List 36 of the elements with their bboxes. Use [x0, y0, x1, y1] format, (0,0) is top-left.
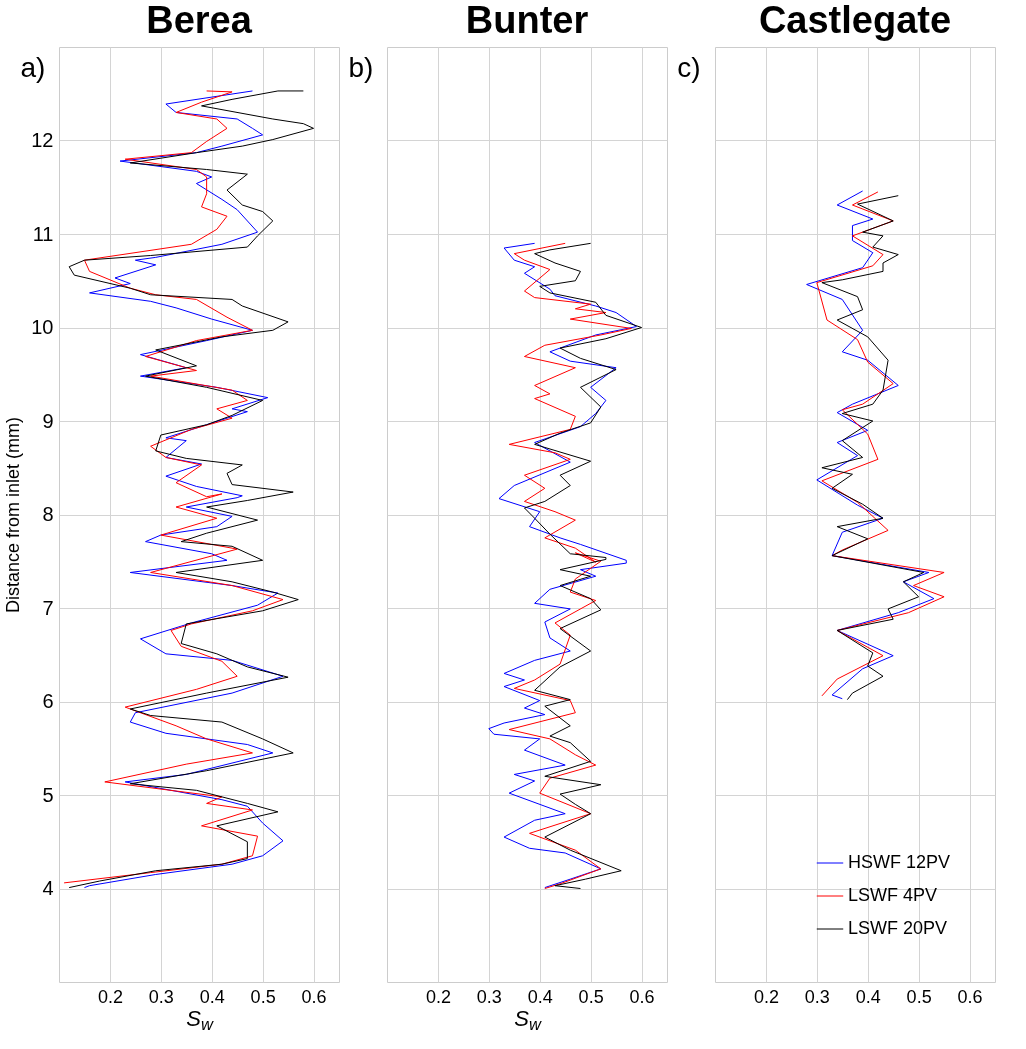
chart-title: Berea — [146, 0, 253, 41]
x-tick-label: 0.2 — [97, 986, 123, 1007]
y-tick-label: 10 — [31, 316, 54, 338]
y-tick-label: 5 — [42, 783, 54, 806]
x-tick-label: 0.6 — [301, 986, 327, 1007]
x-tick-label: 0.2 — [753, 986, 779, 1007]
x-tick-label: 0.6 — [629, 986, 655, 1007]
x-tick-label: 0.2 — [425, 986, 451, 1007]
chart-title: Castlegate — [758, 0, 952, 41]
x-tick-label: 0.4 — [199, 986, 225, 1007]
y-tick-label: 6 — [42, 690, 54, 712]
x-axis-title: S$_{w}$ — [186, 1005, 214, 1033]
y-tick-label: 8 — [42, 503, 54, 525]
legend-label: HSWF 12PV — [848, 852, 951, 872]
x-tick-label: 0.4 — [527, 986, 553, 1007]
legend-label: LSWF 20PV — [848, 918, 948, 938]
x-axis-title: S$_{w}$ — [514, 1005, 542, 1033]
x-tick-label: 0.5 — [578, 986, 604, 1007]
x-tick-label: 0.5 — [906, 986, 932, 1007]
x-tick-label: 0.4 — [855, 986, 881, 1007]
x-tick-label: 0.3 — [148, 986, 174, 1007]
y-axis-title: Distance from inlet (mm) — [3, 416, 24, 614]
x-tick-label: 0.5 — [250, 986, 276, 1007]
x-tick-label: 0.3 — [476, 986, 502, 1007]
chart-title: Bunter — [465, 0, 589, 41]
y-tick-label: 9 — [42, 409, 54, 432]
text: c) — [677, 52, 701, 83]
y-tick-label: 4 — [42, 877, 54, 899]
y-tick-label: 12 — [31, 129, 54, 151]
y-tick-label: 7 — [42, 596, 54, 619]
x-tick-label: 0.3 — [804, 986, 830, 1007]
legend-label: LSWF 4PV — [848, 885, 938, 905]
x-tick-label: 0.6 — [957, 986, 983, 1007]
text: a) — [20, 52, 46, 83]
text: b) — [348, 52, 374, 83]
y-tick-label: 11 — [32, 222, 54, 245]
